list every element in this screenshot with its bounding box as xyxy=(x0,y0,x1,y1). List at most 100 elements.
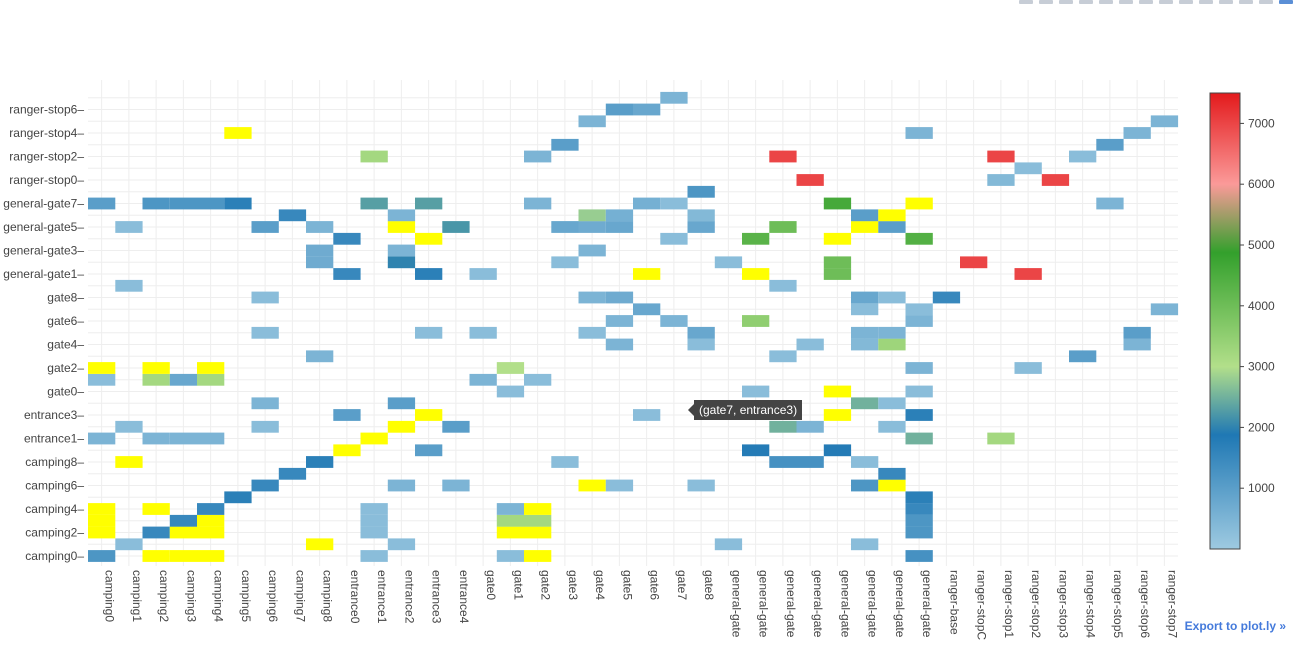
heatmap-cell[interactable] xyxy=(633,409,661,421)
heatmap-cell[interactable] xyxy=(769,420,797,433)
heatmap-cell[interactable] xyxy=(360,550,388,562)
heatmap-cell[interactable] xyxy=(224,197,252,210)
heatmap-cell[interactable] xyxy=(742,315,770,327)
heatmap-cell[interactable] xyxy=(823,409,852,421)
heatmap-cell[interactable] xyxy=(387,244,416,257)
heatmap-cell[interactable] xyxy=(1096,138,1124,151)
heatmap-cell[interactable] xyxy=(987,150,1015,163)
export-to-plotly-link[interactable]: Export to plot.ly » xyxy=(1184,619,1286,633)
box-select-icon[interactable] xyxy=(1099,0,1113,4)
heatmap-cell[interactable] xyxy=(306,350,334,363)
heatmap-cell[interactable] xyxy=(932,291,961,304)
heatmap-cell[interactable] xyxy=(578,221,606,233)
heatmap-cell[interactable] xyxy=(1150,303,1179,316)
hover-compare-icon[interactable] xyxy=(1259,0,1273,4)
heatmap-cell[interactable] xyxy=(987,174,1015,186)
heatmap-cell[interactable] xyxy=(660,315,688,327)
heatmap-cell[interactable] xyxy=(197,362,225,374)
heatmap-cell[interactable] xyxy=(578,244,606,257)
heatmap-cell[interactable] xyxy=(905,491,933,504)
heatmap-cell[interactable] xyxy=(796,338,824,351)
heatmap-cell[interactable] xyxy=(823,256,852,269)
heatmap-cell[interactable] xyxy=(142,526,170,539)
heatmap-cell[interactable] xyxy=(1123,326,1151,339)
heatmap-cell[interactable] xyxy=(987,432,1015,445)
heatmap-cell[interactable] xyxy=(851,326,879,339)
camera-icon[interactable] xyxy=(1019,0,1033,4)
heatmap-cell[interactable] xyxy=(905,409,933,421)
heatmap-cell[interactable] xyxy=(905,385,933,398)
heatmap-cell[interactable] xyxy=(905,514,933,527)
heatmap-cell[interactable] xyxy=(605,479,634,492)
heatmap-cell[interactable] xyxy=(551,221,579,233)
heatmap-cell[interactable] xyxy=(660,197,688,210)
heatmap-cell[interactable] xyxy=(469,268,497,280)
heatmap-cell[interactable] xyxy=(1069,150,1097,163)
heatmap-cell[interactable] xyxy=(169,197,198,210)
heatmap-cell[interactable] xyxy=(851,456,879,468)
heatmap-cell[interactable] xyxy=(823,385,852,398)
heatmap-cell[interactable] xyxy=(742,444,770,457)
heatmap-cell[interactable] xyxy=(524,197,552,210)
heatmap-cell[interactable] xyxy=(251,221,279,233)
heatmap-cell[interactable] xyxy=(197,432,225,445)
heatmap-cell[interactable] xyxy=(605,291,634,304)
heatmap-cell[interactable] xyxy=(578,209,606,222)
heatmap-cell[interactable] xyxy=(551,138,579,151)
heatmap-cell[interactable] xyxy=(142,432,170,445)
heatmap-cell[interactable] xyxy=(905,315,933,327)
heatmap-cell[interactable] xyxy=(878,326,906,339)
heatmap-cell[interactable] xyxy=(88,373,116,386)
heatmap-cell[interactable] xyxy=(1014,268,1042,280)
plotly-logo-icon[interactable] xyxy=(1279,0,1293,4)
heatmap-cell[interactable] xyxy=(796,456,824,468)
heatmap-cell[interactable] xyxy=(1123,338,1151,351)
heatmap-cell[interactable] xyxy=(251,420,279,433)
heatmap-cell[interactable] xyxy=(578,326,606,339)
heatmap-cell[interactable] xyxy=(905,550,933,562)
heatmap-cell[interactable] xyxy=(142,373,170,386)
heatmap-cell[interactable] xyxy=(496,550,525,562)
zoom-icon[interactable] xyxy=(1059,0,1073,4)
heatmap-cell[interactable] xyxy=(496,503,525,515)
heatmap-cell[interactable] xyxy=(387,209,416,222)
heatmap-cell[interactable] xyxy=(142,503,170,515)
heatmap-cell[interactable] xyxy=(1014,362,1042,374)
heatmap-cell[interactable] xyxy=(905,362,933,374)
heatmap-cell[interactable] xyxy=(415,326,443,339)
heatmap-cell[interactable] xyxy=(360,150,388,163)
heatmap-cell[interactable] xyxy=(960,256,988,269)
heatmap-cell[interactable] xyxy=(115,420,143,433)
heatmap-cell[interactable] xyxy=(278,467,307,480)
heatmap-cell[interactable] xyxy=(524,514,552,527)
heatmap-cell[interactable] xyxy=(769,150,797,163)
save-icon[interactable] xyxy=(1039,0,1053,4)
heatmap-cell[interactable] xyxy=(115,538,143,551)
heatmap-cell[interactable] xyxy=(905,197,933,210)
heatmap-cell[interactable] xyxy=(197,514,225,527)
heatmap-cell[interactable] xyxy=(306,538,334,551)
heatmap-cell[interactable] xyxy=(605,315,634,327)
heatmap-cell[interactable] xyxy=(905,232,933,245)
heatmap-cell[interactable] xyxy=(251,326,279,339)
heatmap-cell[interactable] xyxy=(660,232,688,245)
heatmap-cell[interactable] xyxy=(524,526,552,539)
heatmap-cell[interactable] xyxy=(360,526,388,539)
heatmap-cell[interactable] xyxy=(1123,127,1151,139)
heatmap-cell[interactable] xyxy=(633,303,661,316)
heatmap-cell[interactable] xyxy=(496,526,525,539)
heatmap-cell[interactable] xyxy=(333,232,361,245)
heatmap-cell[interactable] xyxy=(714,538,743,551)
heatmap-cell[interactable] xyxy=(415,268,443,280)
heatmap-cell[interactable] xyxy=(769,350,797,363)
heatmap-cell[interactable] xyxy=(851,303,879,316)
heatmap-cell[interactable] xyxy=(524,503,552,515)
heatmap-cell[interactable] xyxy=(878,397,906,410)
heatmap-cell[interactable] xyxy=(469,373,497,386)
heatmap-cell[interactable] xyxy=(142,197,170,210)
heatmap-cell[interactable] xyxy=(742,385,770,398)
heatmap-cell[interactable] xyxy=(360,514,388,527)
heatmap-cell[interactable] xyxy=(851,209,879,222)
heatmap-cell[interactable] xyxy=(115,221,143,233)
hover-closest-icon[interactable] xyxy=(1239,0,1253,4)
